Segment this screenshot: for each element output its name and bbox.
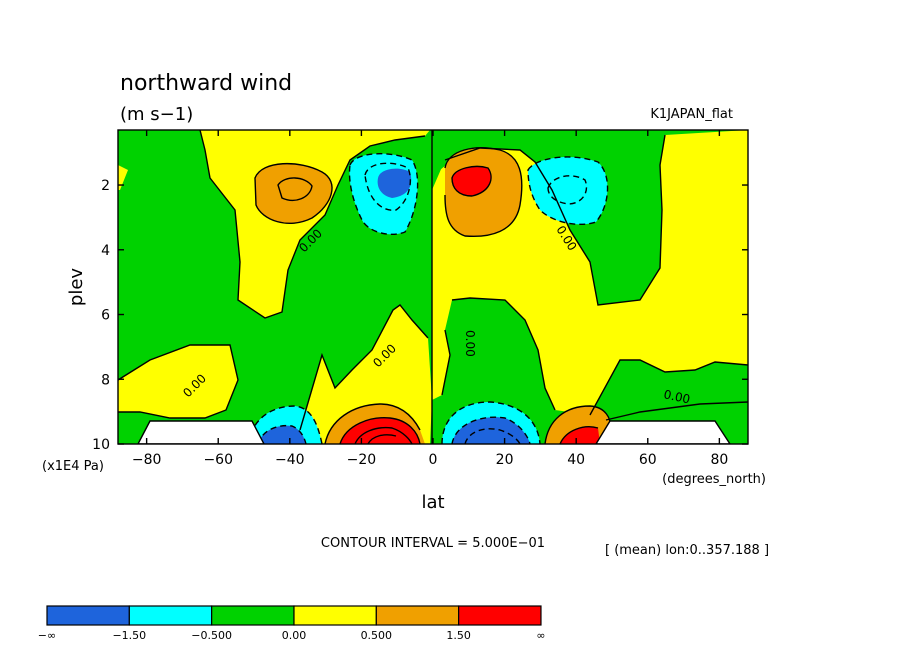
x-tick-label: −60 <box>203 452 233 468</box>
x-axis-units: (degrees_north) <box>662 472 766 487</box>
chart-units: (m s−1) <box>120 104 193 125</box>
contour-interval-note: CONTOUR INTERVAL = 5.000E−01 <box>321 536 545 551</box>
contour-line <box>364 162 412 211</box>
contour-label: 0.00 <box>662 387 691 406</box>
contour-line <box>254 163 333 224</box>
band-negative-large <box>258 425 306 444</box>
band-negative-medium <box>528 156 608 225</box>
contour-line <box>299 304 429 431</box>
contour-line <box>451 165 492 197</box>
band-positive-large <box>560 426 600 444</box>
x-tick-label: 60 <box>639 452 657 468</box>
y-tick-label: 8 <box>101 372 110 388</box>
dataset-label: K1JAPAN_flat <box>650 107 733 122</box>
contour-line <box>367 434 397 444</box>
topography-mask <box>595 420 731 444</box>
y-axis: 2 4 6 8 10 <box>92 178 748 453</box>
x-tick-label: 20 <box>496 452 514 468</box>
x-tick-label: −20 <box>347 452 377 468</box>
x-tick-label: 40 <box>567 452 585 468</box>
colorbar: −∞ −1.50 −0.500 0.00 0.500 1.50 ∞ <box>38 605 546 642</box>
chart-title: northward wind <box>120 71 292 96</box>
contour-line <box>444 147 523 238</box>
x-tick-label: 80 <box>710 452 728 468</box>
y-tick-label: 4 <box>101 243 110 259</box>
contour-field <box>118 130 748 444</box>
colorbar-swatch <box>293 605 377 626</box>
contour-line <box>277 177 313 202</box>
y-tick-label: 6 <box>101 308 110 324</box>
band-positive-small <box>118 345 238 418</box>
contour-line <box>441 329 451 396</box>
colorbar-swatch <box>128 605 213 626</box>
colorbar-label: 1.50 <box>446 629 471 642</box>
band-positive-small <box>118 165 128 190</box>
x-axis: −80 −60 −40 −20 0 20 40 60 80 <box>132 130 728 468</box>
contour-line <box>464 428 521 444</box>
contour-line <box>324 403 421 444</box>
contour-line <box>354 426 413 444</box>
colorbar-label: −∞ <box>38 629 56 642</box>
colorbar-label: 0.00 <box>282 629 307 642</box>
contour-line <box>451 297 556 411</box>
contour-label: 0.00 <box>463 330 477 357</box>
contour-lines <box>118 130 748 444</box>
colorbar-label: −0.500 <box>191 629 232 642</box>
contour-line <box>444 134 666 306</box>
negative-contour-lines <box>247 152 609 444</box>
band-negative-large <box>377 168 412 198</box>
y-axis-units: (x1E4 Pa) <box>42 459 104 474</box>
colorbar-label: −1.50 <box>112 629 146 642</box>
contour-line <box>559 426 599 444</box>
colorbar-swatch <box>46 605 130 626</box>
y-tick-label: 10 <box>92 437 110 453</box>
colorbar-swatch <box>211 605 295 626</box>
x-tick-label: −40 <box>275 452 305 468</box>
mean-note: [ (mean) lon:0..357.188 ] <box>605 543 769 558</box>
contour-line <box>605 401 748 421</box>
contour-line <box>544 405 612 444</box>
topography-mask <box>137 420 265 444</box>
contour-line <box>441 401 541 444</box>
colorbar-swatch <box>458 605 542 626</box>
contour-line <box>339 417 421 444</box>
colorbar-label: ∞ <box>536 629 545 642</box>
band-positive-small <box>118 130 430 318</box>
contour-line <box>348 152 419 236</box>
x-tick-label: −80 <box>132 452 162 468</box>
band-positive-medium <box>255 163 333 224</box>
contour-line <box>257 424 307 444</box>
contour-line <box>118 344 239 419</box>
y-tick-label: 2 <box>101 178 110 194</box>
colorbar-swatch <box>375 605 460 626</box>
y-axis-label: plev <box>66 268 87 307</box>
band-negative-small <box>432 130 452 180</box>
contour-line <box>547 175 588 205</box>
contour-line <box>199 130 426 319</box>
band-negative-large <box>452 417 530 444</box>
band-positive-large <box>452 166 492 196</box>
contour-line <box>589 359 748 416</box>
x-tick-label: 0 <box>429 452 438 468</box>
x-axis-label: lat <box>421 492 444 513</box>
colorbar-label: 0.500 <box>361 629 393 642</box>
contour-line <box>451 416 531 444</box>
contour-line <box>527 156 609 226</box>
